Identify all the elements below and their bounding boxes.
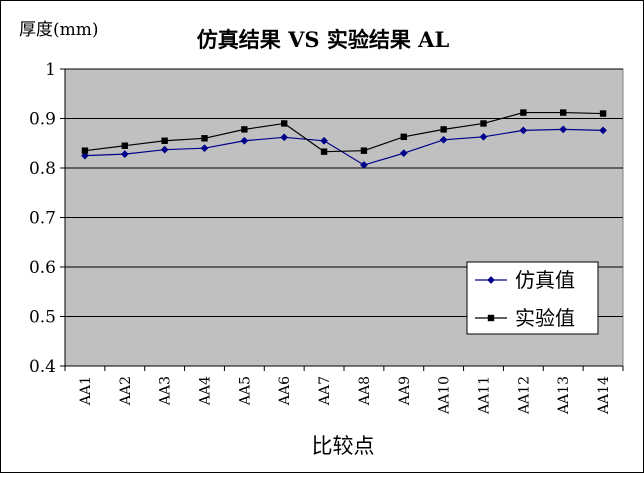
x-tick-label: AA10	[437, 376, 453, 415]
simulated-point	[399, 149, 408, 158]
x-tick-label: AA9	[397, 376, 413, 406]
experimental-point	[560, 109, 567, 116]
experimental-point	[121, 142, 128, 149]
legend-marker-simulated	[487, 276, 495, 284]
x-tick-label: AA7	[317, 376, 333, 406]
legend-label-simulated: 仿真值	[515, 268, 575, 292]
simulated-point	[479, 132, 488, 141]
series	[80, 109, 608, 169]
y-tick-label: 0.9	[29, 110, 56, 130]
x-tick-label: AA2	[118, 376, 134, 406]
y-tick-label: 1	[45, 60, 56, 80]
experimental-point	[599, 110, 607, 117]
y-tick-label: 0.5	[29, 308, 56, 328]
y-tick-label: 0.6	[29, 258, 56, 278]
simulated-point	[240, 136, 249, 145]
experimental-point	[440, 126, 447, 133]
simulated-point	[599, 126, 608, 135]
legend-label-experimental: 实验值	[515, 306, 575, 330]
simulated-point	[200, 144, 209, 153]
x-tick-label: AA12	[516, 376, 532, 415]
simulated-point	[160, 145, 169, 154]
y-tick-label: 0.4	[29, 357, 56, 377]
x-tick-label: AA3	[158, 376, 174, 406]
experimental-point	[201, 135, 208, 142]
x-tick-label: AA8	[357, 376, 373, 406]
x-axis-label: 比较点	[312, 434, 375, 458]
experimental-point	[161, 137, 168, 144]
x-tick-label: AA14	[596, 376, 612, 415]
experimental-point	[480, 120, 487, 127]
x-tick-label: AA6	[277, 376, 293, 406]
y-tick-label: 0.7	[29, 209, 56, 229]
simulated-point	[320, 136, 329, 145]
legend: 仿真值 实验值	[466, 261, 599, 335]
series-line-simulated	[84, 128, 604, 166]
legend-marker-shape	[487, 276, 495, 284]
chart-title: 仿真结果 VS 实验结果 AL	[197, 27, 450, 52]
simulated-point	[439, 135, 448, 144]
simulated-point	[280, 133, 289, 142]
experimental-point	[360, 147, 368, 154]
x-tick-label: AA11	[477, 376, 493, 415]
x-tick-label: AA4	[198, 376, 214, 406]
simulated-point	[120, 150, 129, 159]
simulated-point	[359, 161, 368, 169]
experimental-point	[81, 147, 89, 154]
y-axis-label: 厚度(mm)	[19, 20, 99, 40]
x-tick-label: AA13	[556, 376, 572, 415]
x-tick-label: AA5	[237, 376, 253, 406]
simulated-point	[559, 125, 568, 134]
legend-box	[466, 261, 599, 335]
experimental-point	[241, 126, 248, 133]
simulated-point	[519, 126, 528, 135]
axes: 0.4 0.5 0.6 0.7 0.8 0.9 1 AA1 AA2 AA3 AA4 AA5 AA6 AA7…	[29, 60, 624, 415]
legend-marker-experimental	[487, 314, 495, 322]
experimental-point	[320, 148, 328, 155]
legend-marker-shape	[487, 314, 495, 322]
experimental-point	[400, 133, 407, 141]
series-line-experimental	[84, 111, 604, 153]
experimental-point	[281, 120, 288, 127]
experimental-point	[520, 109, 527, 116]
y-tick-label: 0.8	[29, 159, 56, 179]
simulated-point	[80, 151, 89, 160]
x-tick-label: AA1	[78, 376, 94, 406]
